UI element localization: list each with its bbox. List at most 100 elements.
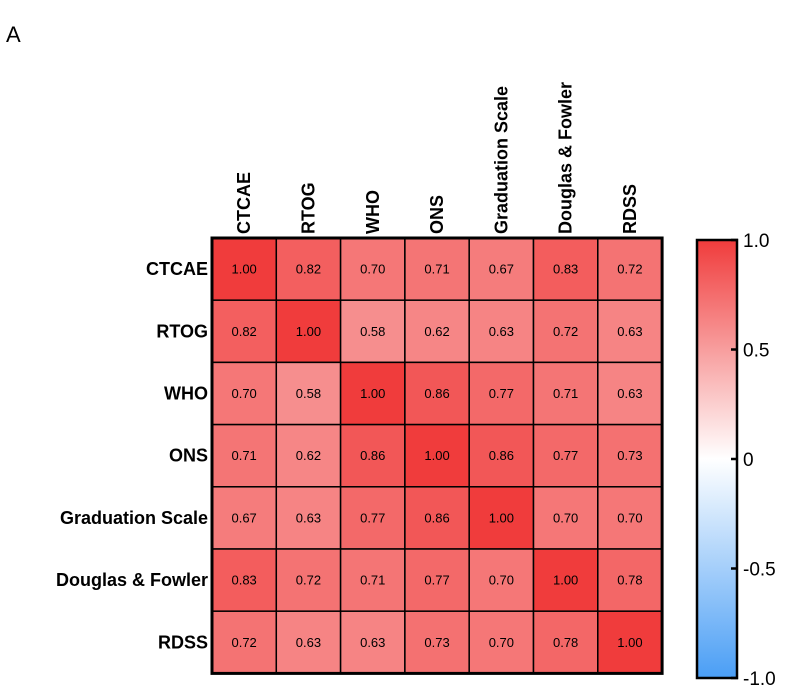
cell-value-label: 0.86 bbox=[424, 510, 449, 525]
heatmap-cell bbox=[597, 423, 663, 488]
row-label: WHO bbox=[164, 384, 208, 404]
cell-value-label: 0.70 bbox=[360, 262, 385, 277]
cell-value-label: 0.82 bbox=[296, 262, 321, 277]
cell-value-label: 0.72 bbox=[617, 262, 642, 277]
cell-value-label: 0.71 bbox=[360, 573, 385, 588]
heatmap-cell bbox=[275, 548, 342, 612]
cell-value-label: 0.63 bbox=[296, 635, 321, 650]
colorbar-tick-label: -0.5 bbox=[743, 560, 776, 581]
colorbar-tick-label: 0.5 bbox=[743, 341, 769, 362]
heatmap-frame bbox=[210, 236, 664, 675]
cell-value-label: 0.70 bbox=[617, 510, 642, 525]
cell-value-label: 0.71 bbox=[231, 448, 256, 463]
column-label: RTOG bbox=[298, 182, 318, 234]
heatmap-cell bbox=[468, 299, 535, 364]
heatmap-cell bbox=[275, 299, 342, 364]
row-label: ONS bbox=[169, 446, 208, 466]
cell-value-label: 1.00 bbox=[617, 635, 642, 650]
cell-value-label: 0.72 bbox=[231, 635, 256, 650]
cell-value-label: 0.86 bbox=[424, 386, 449, 401]
panel-label: A bbox=[6, 22, 21, 47]
column-label: ONS bbox=[427, 195, 447, 234]
colorbar: 1.0 0.5 0 -0.5 -1.0 bbox=[695, 231, 776, 690]
heatmap-cell bbox=[597, 237, 663, 301]
row-label: CTCAE bbox=[146, 259, 208, 279]
heatmap-cell bbox=[211, 299, 278, 364]
cell-value-label: 0.83 bbox=[553, 262, 578, 277]
cell-value-label: 0.73 bbox=[617, 448, 642, 463]
heatmap-cell bbox=[275, 610, 342, 675]
cell-value-label: 0.70 bbox=[489, 573, 514, 588]
colorbar-tick-label: 0 bbox=[743, 450, 754, 471]
cell-value-label: 0.58 bbox=[360, 324, 385, 339]
cell-value-label: 0.77 bbox=[360, 510, 385, 525]
cell-value-label: 0.63 bbox=[617, 386, 642, 401]
heatmap-cell bbox=[597, 548, 663, 612]
heatmap-cell bbox=[532, 486, 599, 550]
cell-value-label: 1.00 bbox=[424, 448, 449, 463]
row-labels: CTCAE RTOG WHO ONS Graduation Scale Douglas &… bbox=[56, 259, 208, 652]
column-label: WHO bbox=[363, 190, 383, 234]
heatmap-cell bbox=[532, 423, 599, 488]
column-label: Douglas & Fowler bbox=[556, 82, 576, 234]
cell-value-label: 0.58 bbox=[296, 386, 321, 401]
heatmap-cell bbox=[339, 548, 406, 612]
cell-value-label: 0.71 bbox=[553, 386, 578, 401]
column-label: Graduation Scale bbox=[491, 86, 511, 234]
heatmap-cell bbox=[211, 610, 278, 675]
cell-value-label: 0.78 bbox=[553, 635, 578, 650]
heatmap-cell bbox=[211, 486, 278, 550]
cell-value-label: 0.70 bbox=[553, 510, 578, 525]
cell-value-label: 1.00 bbox=[296, 324, 321, 339]
heatmap-cell bbox=[404, 299, 470, 364]
cell-value-label: 0.86 bbox=[360, 448, 385, 463]
heatmap-cell bbox=[532, 610, 599, 675]
cell-value-label: 1.00 bbox=[553, 573, 578, 588]
heatmap-cell bbox=[404, 548, 470, 612]
cell-value-label: 1.00 bbox=[231, 262, 256, 277]
heatmap-cell bbox=[468, 361, 535, 426]
cell-value-label: 0.72 bbox=[296, 573, 321, 588]
cell-value-label: 0.86 bbox=[489, 448, 514, 463]
heatmap-cell bbox=[597, 299, 663, 364]
cell-value-label: 0.71 bbox=[424, 262, 449, 277]
cell-value-label: 0.78 bbox=[617, 573, 642, 588]
cell-value-label: 0.62 bbox=[424, 324, 449, 339]
heatmap-cell bbox=[404, 423, 470, 488]
heatmap-cell bbox=[404, 361, 470, 426]
heatmap-value-labels: 1.00 0.82 0.70 0.71 0.67 0.83 0.72 0.82 1.00 0.58… bbox=[231, 262, 642, 650]
cell-value-label: 0.63 bbox=[489, 324, 514, 339]
cell-value-label: 0.83 bbox=[231, 573, 256, 588]
heatmap-cell bbox=[404, 610, 470, 675]
cell-value-label: 0.73 bbox=[424, 635, 449, 650]
cell-value-label: 0.63 bbox=[617, 324, 642, 339]
heatmap-cell bbox=[532, 548, 599, 612]
row-label: RDSS bbox=[158, 632, 208, 652]
cell-value-label: 0.77 bbox=[424, 573, 449, 588]
cell-value-label: 0.72 bbox=[553, 324, 578, 339]
heatmap-cells bbox=[210, 236, 664, 675]
heatmap-cell bbox=[339, 486, 406, 550]
colorbar-tick-label: 1.0 bbox=[743, 231, 769, 252]
cell-value-label: 0.77 bbox=[553, 448, 578, 463]
column-label: RDSS bbox=[620, 184, 640, 234]
cell-value-label: 1.00 bbox=[489, 510, 514, 525]
heatmap-cell bbox=[532, 237, 599, 301]
row-label: Douglas & Fowler bbox=[56, 570, 208, 590]
cell-value-label: 0.63 bbox=[296, 510, 321, 525]
cell-value-label: 0.63 bbox=[360, 635, 385, 650]
heatmap-cell bbox=[211, 361, 278, 426]
cell-value-label: 0.62 bbox=[296, 448, 321, 463]
heatmap-cell bbox=[532, 299, 599, 364]
row-label: RTOG bbox=[156, 321, 208, 341]
cell-value-label: 0.70 bbox=[231, 386, 256, 401]
colorbar-tick-label: -1.0 bbox=[743, 669, 776, 690]
heatmap-cell bbox=[468, 486, 535, 550]
heatmap-cell bbox=[404, 486, 470, 550]
row-label: Graduation Scale bbox=[60, 508, 208, 528]
cell-value-label: 0.77 bbox=[489, 386, 514, 401]
cell-value-label: 0.67 bbox=[489, 262, 514, 277]
heatmap-cell bbox=[339, 423, 406, 488]
column-labels: CTCAE RTOG WHO ONS Graduation Scale Douglas &… bbox=[234, 82, 640, 234]
